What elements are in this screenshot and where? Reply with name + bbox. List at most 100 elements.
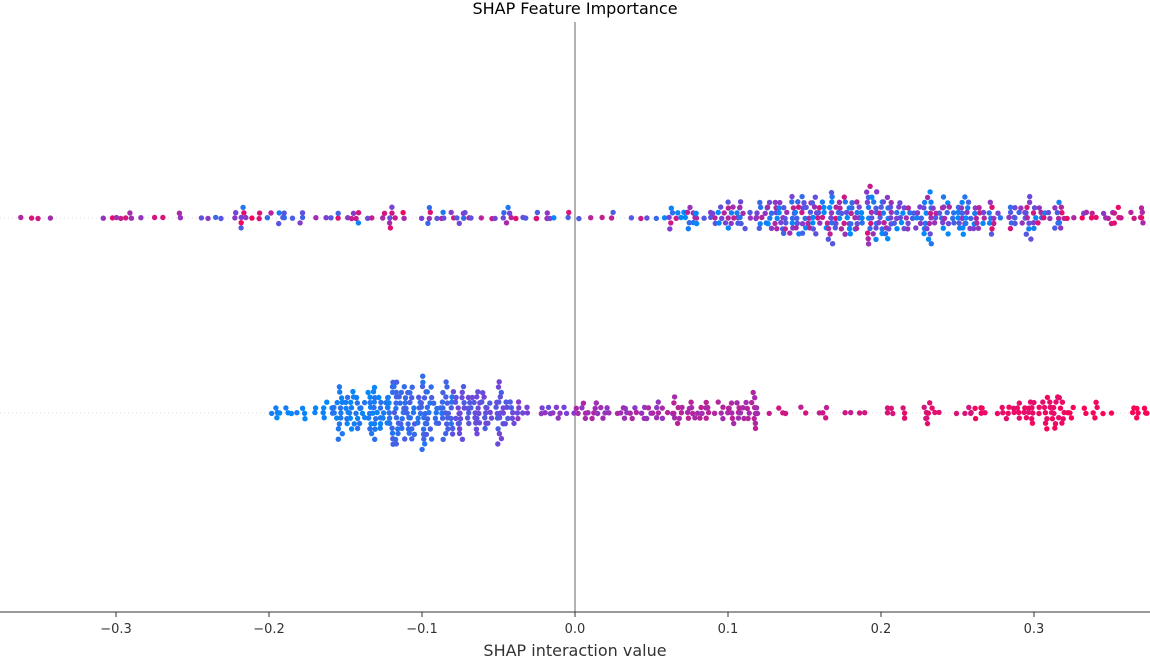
data-point <box>571 410 577 416</box>
data-point <box>457 416 464 422</box>
data-point <box>880 210 887 216</box>
data-point <box>381 210 388 216</box>
data-point <box>734 400 740 406</box>
data-point <box>803 225 809 231</box>
data-point <box>312 409 318 416</box>
data-point <box>444 421 450 427</box>
data-point <box>336 384 343 390</box>
data-point <box>736 405 742 411</box>
data-point <box>1030 220 1037 226</box>
data-point <box>276 220 282 227</box>
data-point <box>356 420 363 427</box>
data-point <box>1024 215 1030 221</box>
data-point <box>198 215 205 221</box>
data-point <box>464 415 471 421</box>
data-point <box>533 215 540 222</box>
data-point <box>372 436 378 442</box>
data-point <box>474 394 480 400</box>
data-point <box>921 230 927 237</box>
data-point <box>576 215 582 222</box>
data-point <box>1029 405 1035 411</box>
data-point <box>1016 415 1022 421</box>
data-point <box>387 420 393 427</box>
data-point <box>100 215 107 221</box>
data-point <box>757 204 764 210</box>
data-point <box>427 426 433 432</box>
data-point <box>348 426 355 432</box>
data-point <box>450 389 457 395</box>
data-point <box>747 215 754 221</box>
data-point <box>789 199 795 205</box>
data-point <box>1003 415 1010 422</box>
data-point <box>965 199 972 205</box>
data-point <box>487 400 493 406</box>
data-point <box>655 399 661 405</box>
data-point <box>469 394 475 401</box>
data-point <box>367 394 373 400</box>
data-point <box>495 426 501 432</box>
data-point <box>741 415 747 422</box>
data-point <box>312 405 319 411</box>
data-point <box>475 405 481 411</box>
data-point <box>1118 215 1124 221</box>
data-point <box>789 193 795 200</box>
data-point <box>896 204 902 210</box>
data-point <box>742 225 748 232</box>
data-point <box>917 204 923 210</box>
data-point <box>874 189 880 195</box>
data-point <box>914 215 920 221</box>
data-point <box>1051 410 1057 417</box>
data-point <box>888 215 894 221</box>
data-point <box>592 405 598 411</box>
data-point <box>35 215 41 222</box>
data-point <box>1140 220 1146 226</box>
data-point <box>1067 410 1073 416</box>
data-point <box>1006 404 1012 410</box>
data-point <box>474 431 480 437</box>
data-point <box>411 405 417 411</box>
data-point <box>523 215 529 221</box>
data-point <box>772 199 778 206</box>
data-point <box>1023 210 1029 216</box>
data-point <box>802 215 808 222</box>
data-point <box>409 395 415 401</box>
data-point <box>1012 205 1018 211</box>
data-point <box>1057 405 1064 411</box>
data-point <box>389 389 396 395</box>
data-point <box>361 399 368 406</box>
data-point <box>936 409 942 416</box>
data-point <box>856 204 862 210</box>
data-point <box>507 399 513 405</box>
data-point <box>500 215 506 221</box>
data-point <box>425 220 431 226</box>
data-point <box>1105 215 1112 222</box>
data-point <box>940 219 946 226</box>
data-point <box>1083 410 1089 417</box>
data-point <box>468 405 474 411</box>
data-point <box>848 210 854 217</box>
data-point <box>1108 410 1115 416</box>
data-point <box>757 199 763 206</box>
data-point <box>790 205 797 211</box>
data-point <box>392 215 398 221</box>
data-point <box>807 209 814 215</box>
data-point <box>1064 215 1070 222</box>
data-point <box>867 225 873 232</box>
data-point <box>331 404 337 411</box>
data-point <box>47 215 54 221</box>
data-point <box>241 210 247 216</box>
data-point <box>389 204 395 210</box>
data-point <box>913 225 919 231</box>
data-point <box>815 215 821 221</box>
data-point <box>424 389 430 395</box>
data-point <box>353 410 359 416</box>
data-point <box>1089 210 1095 216</box>
data-point <box>1128 209 1134 216</box>
data-point <box>986 210 992 216</box>
data-point <box>744 405 750 412</box>
data-point <box>338 415 344 421</box>
data-point <box>686 220 692 226</box>
data-point <box>923 210 929 216</box>
data-point <box>841 220 847 226</box>
data-point <box>941 204 947 210</box>
